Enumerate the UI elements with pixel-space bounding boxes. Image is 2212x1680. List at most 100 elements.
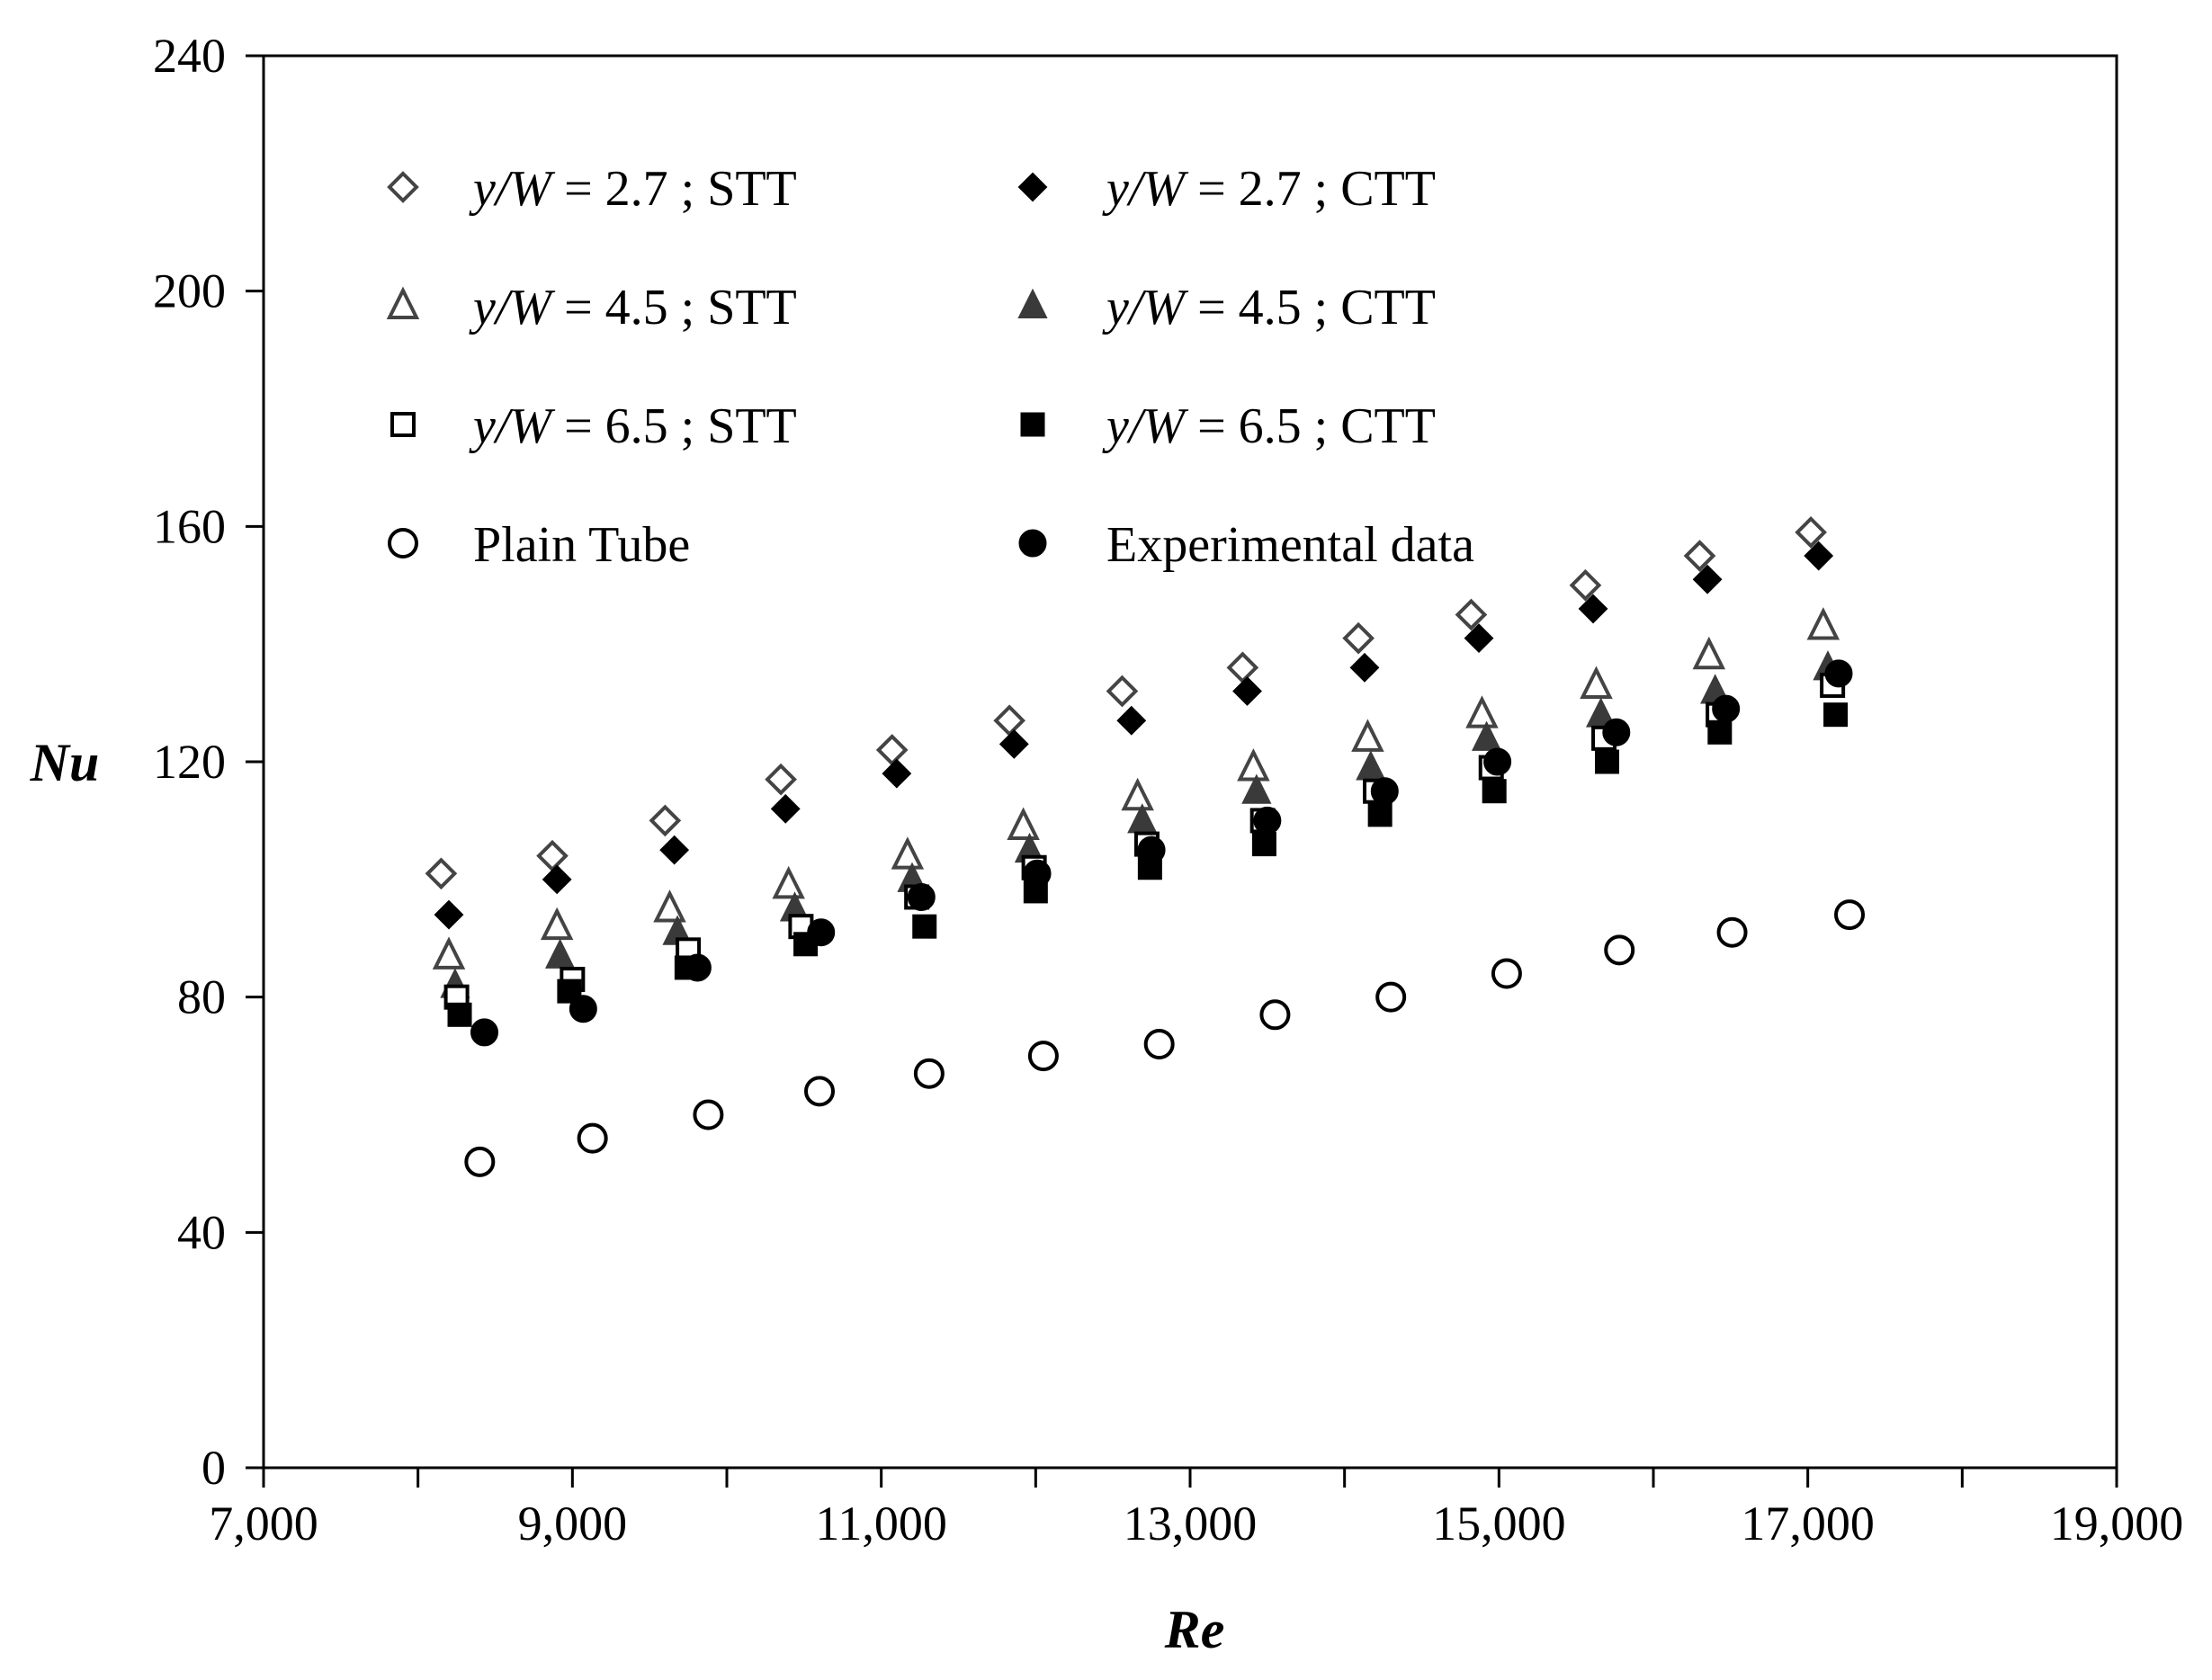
data-point	[653, 889, 686, 923]
legend-marker	[388, 528, 418, 559]
x-tick-label: 11,000	[815, 1497, 947, 1550]
series-circle-filled	[470, 659, 1853, 1047]
series-circle-open	[464, 899, 1866, 1177]
legend-label: Experimental data	[1106, 517, 1474, 573]
data-point	[1595, 749, 1619, 774]
data-point	[1027, 1041, 1059, 1072]
data-point	[882, 758, 912, 789]
legend-marker	[387, 171, 419, 203]
data-point	[693, 1099, 724, 1130]
legend-label: y/W = 4.5 ; CTT	[1102, 280, 1436, 335]
data-point	[649, 804, 682, 837]
data-point	[1482, 779, 1507, 804]
data-point	[912, 914, 937, 939]
data-point	[1823, 702, 1849, 728]
data-point	[1455, 598, 1488, 631]
data-point	[1483, 747, 1512, 776]
data-point	[1143, 1029, 1175, 1059]
legend-label: Plain Tube	[473, 517, 690, 573]
data-point	[1137, 836, 1166, 864]
data-point	[1464, 623, 1494, 654]
legend-item: Plain Tube	[388, 517, 690, 573]
x-tick-label: 13,000	[1124, 1497, 1258, 1550]
data-point	[804, 1076, 835, 1107]
x-tick-label: 19,000	[2050, 1497, 2184, 1550]
data-point	[1824, 659, 1853, 688]
data-point	[891, 836, 925, 870]
data-point	[1806, 607, 1840, 640]
data-point	[1007, 807, 1040, 840]
data-point	[1569, 568, 1602, 602]
data-point	[772, 865, 805, 899]
y-tick-label: 120	[153, 735, 226, 789]
x-tick-label: 15,000	[1432, 1497, 1566, 1550]
y-tick-label: 0	[201, 1441, 226, 1495]
data-point	[1375, 981, 1407, 1013]
data-point	[1023, 859, 1052, 888]
series-diamond-open	[425, 516, 1827, 890]
data-point	[1259, 999, 1291, 1031]
data-point	[913, 1058, 945, 1089]
data-point	[1116, 705, 1147, 736]
data-point	[1367, 802, 1393, 827]
y-tick-label: 40	[177, 1205, 226, 1259]
legend-item: y/W = 6.5 ; STT	[390, 398, 797, 454]
data-point	[1237, 748, 1270, 782]
data-point	[425, 857, 458, 890]
legend-item: y/W = 4.5 ; STT	[386, 280, 797, 335]
legend-marker	[1018, 529, 1047, 558]
series-triangle-open	[432, 607, 1840, 970]
data-point	[1804, 541, 1834, 571]
x-tick-label: 7,000	[209, 1497, 318, 1550]
legend-item: y/W = 6.5 ; CTT	[1020, 398, 1436, 454]
series-diamond-filled	[434, 541, 1834, 930]
data-point	[557, 979, 582, 1004]
data-point	[1241, 773, 1272, 804]
legend-label: y/W = 6.5 ; STT	[469, 398, 797, 454]
legend-item: Experimental data	[1018, 517, 1474, 573]
data-point	[569, 995, 597, 1023]
data-point	[765, 763, 797, 796]
legend-item: y/W = 2.7 ; STT	[387, 161, 797, 217]
data-point	[1707, 719, 1733, 745]
y-tick-label: 160	[153, 499, 226, 553]
x-tick-label: 9,000	[518, 1497, 628, 1550]
data-point	[1578, 594, 1608, 624]
data-point	[1471, 720, 1502, 751]
data-point	[434, 899, 464, 930]
data-point	[540, 907, 574, 941]
data-point	[1834, 899, 1866, 931]
data-point	[659, 835, 690, 865]
data-point	[907, 882, 936, 911]
data-point	[1349, 652, 1380, 683]
data-point	[1580, 666, 1613, 699]
data-point	[1692, 564, 1723, 594]
data-point	[1795, 516, 1827, 549]
data-point	[542, 864, 572, 895]
data-point	[807, 918, 836, 947]
legend-marker	[386, 286, 420, 319]
legend-item: y/W = 4.5 ; CTT	[1017, 280, 1436, 335]
y-axis-title: Nu	[30, 733, 100, 792]
data-point	[1716, 916, 1748, 948]
x-axis-title: Re	[1164, 1600, 1225, 1659]
data-point	[1491, 958, 1522, 989]
x-tick-label: 17,000	[1741, 1497, 1875, 1550]
data-point	[464, 1146, 496, 1177]
data-point	[1106, 675, 1139, 708]
legend-label: y/W = 4.5 ; STT	[469, 280, 797, 335]
legend-item: y/W = 2.7 ; CTT	[1017, 161, 1436, 217]
data-point	[1251, 832, 1276, 857]
y-tick-label: 80	[177, 970, 226, 1024]
data-point	[1121, 777, 1154, 811]
data-point	[1370, 777, 1399, 806]
data-point	[470, 1018, 498, 1047]
data-point	[432, 936, 466, 970]
legend-marker	[1017, 172, 1048, 202]
legend-label: y/W = 2.7 ; STT	[469, 161, 797, 217]
data-point	[1253, 806, 1282, 835]
data-point	[999, 728, 1029, 759]
data-point	[1342, 621, 1375, 655]
data-point	[1604, 934, 1635, 966]
